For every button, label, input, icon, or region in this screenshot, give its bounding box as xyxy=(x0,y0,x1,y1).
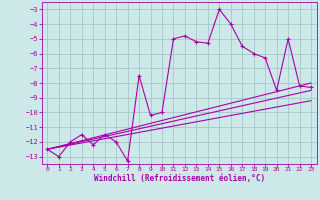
X-axis label: Windchill (Refroidissement éolien,°C): Windchill (Refroidissement éolien,°C) xyxy=(94,174,265,183)
